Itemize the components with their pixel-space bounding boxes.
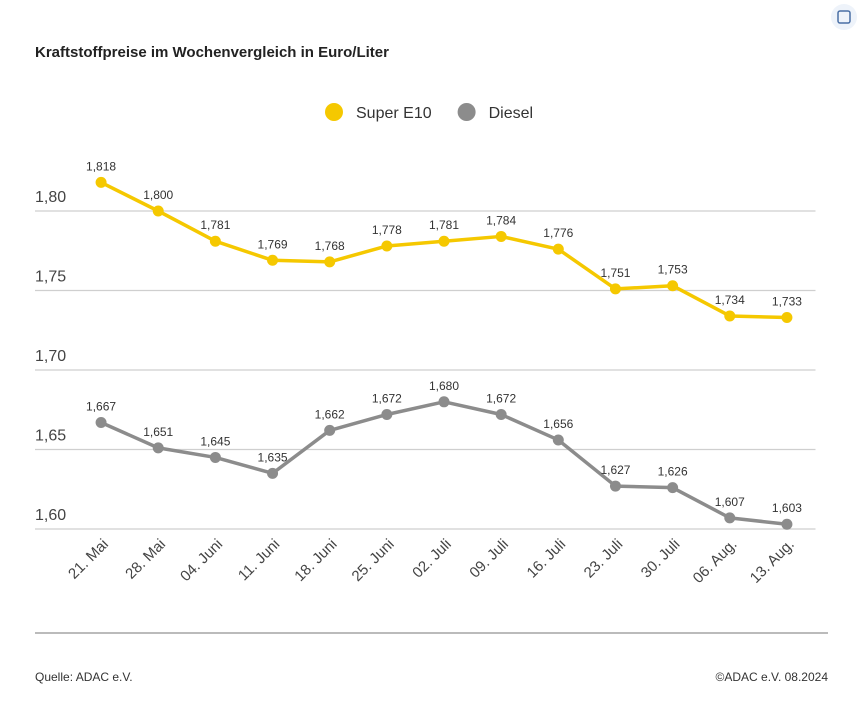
- x-tick-label: 02. Juli: [409, 536, 455, 582]
- point: [267, 254, 279, 266]
- x-tick-label: 13. Aug.: [747, 536, 798, 587]
- icon-bg[interactable]: [831, 4, 857, 30]
- value-label: 1,800: [143, 188, 173, 202]
- x-tick-label: 11. Juni: [235, 536, 283, 584]
- legend-marker: [325, 103, 343, 121]
- point: [781, 312, 793, 324]
- point: [95, 416, 107, 428]
- point: [724, 310, 736, 322]
- value-label: 1,645: [200, 434, 230, 448]
- value-label: 1,603: [772, 501, 802, 515]
- x-tick-label: 18. Juni: [291, 536, 340, 585]
- value-label: 1,818: [86, 159, 116, 173]
- value-label: 1,784: [486, 213, 516, 227]
- value-label: 1,753: [658, 263, 688, 277]
- series-line: [100, 400, 788, 526]
- y-tick-label: 1,80: [35, 189, 66, 206]
- value-label: 1,776: [543, 226, 573, 240]
- source: Quelle: ADAC e.V.: [35, 670, 133, 684]
- value-label: 1,672: [372, 392, 402, 406]
- value-label: 1,751: [600, 266, 630, 280]
- point: [95, 176, 107, 188]
- value-label: 1,733: [772, 295, 802, 309]
- chart-title: Kraftstoffpreise im Wochenvergleich in E…: [35, 44, 389, 61]
- point: [152, 442, 164, 454]
- point: [724, 512, 736, 524]
- x-tick-label: 23. Juli: [581, 536, 627, 582]
- point: [324, 424, 336, 436]
- value-label: 1,656: [543, 417, 573, 431]
- value-label: 1,778: [372, 223, 402, 237]
- scan-icon[interactable]: [831, 4, 857, 30]
- value-label: 1,769: [258, 237, 288, 251]
- value-label: 1,667: [86, 399, 116, 413]
- x-tick-label: 04. Juni: [177, 536, 226, 585]
- legend-label: Diesel: [489, 105, 533, 122]
- point: [438, 235, 450, 247]
- value-label: 1,635: [258, 450, 288, 464]
- y-tick-label: 1,60: [35, 507, 66, 524]
- point: [438, 396, 450, 408]
- y-tick-label: 1,65: [35, 428, 66, 445]
- series-line: [100, 180, 787, 320]
- x-tick-label: 30. Juli: [638, 536, 684, 582]
- legend-label: Super E10: [356, 105, 432, 122]
- x-tick-label: 25. Juni: [348, 536, 397, 585]
- value-label: 1,734: [715, 293, 745, 307]
- legend-marker: [457, 103, 476, 121]
- x-tick-label: 28. Mai: [122, 536, 169, 583]
- point: [781, 518, 793, 530]
- value-label: 1,781: [429, 218, 459, 232]
- point: [381, 409, 393, 421]
- value-label: 1,680: [429, 379, 459, 393]
- x-tick-label: 21. Mai: [65, 536, 112, 583]
- value-label: 1,607: [715, 495, 745, 509]
- x-tick-label: 06. Aug.: [690, 536, 741, 587]
- value-label: 1,662: [315, 407, 345, 421]
- value-label: 1,627: [600, 463, 630, 477]
- point: [209, 235, 221, 247]
- point: [152, 205, 164, 217]
- value-label: 1,781: [200, 218, 230, 232]
- point: [267, 467, 279, 479]
- x-tick-label: 09. Juli: [466, 536, 512, 582]
- point: [209, 451, 221, 463]
- y-tick-label: 1,75: [35, 269, 66, 286]
- icon-frame[interactable]: [837, 10, 851, 24]
- point: [324, 256, 336, 268]
- point: [552, 243, 564, 255]
- value-label: 1,672: [486, 392, 516, 406]
- point: [609, 283, 621, 295]
- point: [381, 240, 393, 252]
- point: [552, 434, 564, 446]
- point: [667, 482, 679, 494]
- x-tick-label: 16. Juli: [524, 536, 570, 582]
- value-label: 1,626: [658, 465, 688, 479]
- copyright: ©ADAC e.V. 08.2024: [716, 670, 829, 684]
- value-label: 1,651: [143, 425, 173, 439]
- point: [495, 409, 507, 421]
- point: [609, 480, 621, 492]
- point: [667, 280, 679, 292]
- y-tick-label: 1,70: [35, 348, 66, 365]
- value-label: 1,768: [315, 239, 345, 253]
- point: [495, 230, 507, 242]
